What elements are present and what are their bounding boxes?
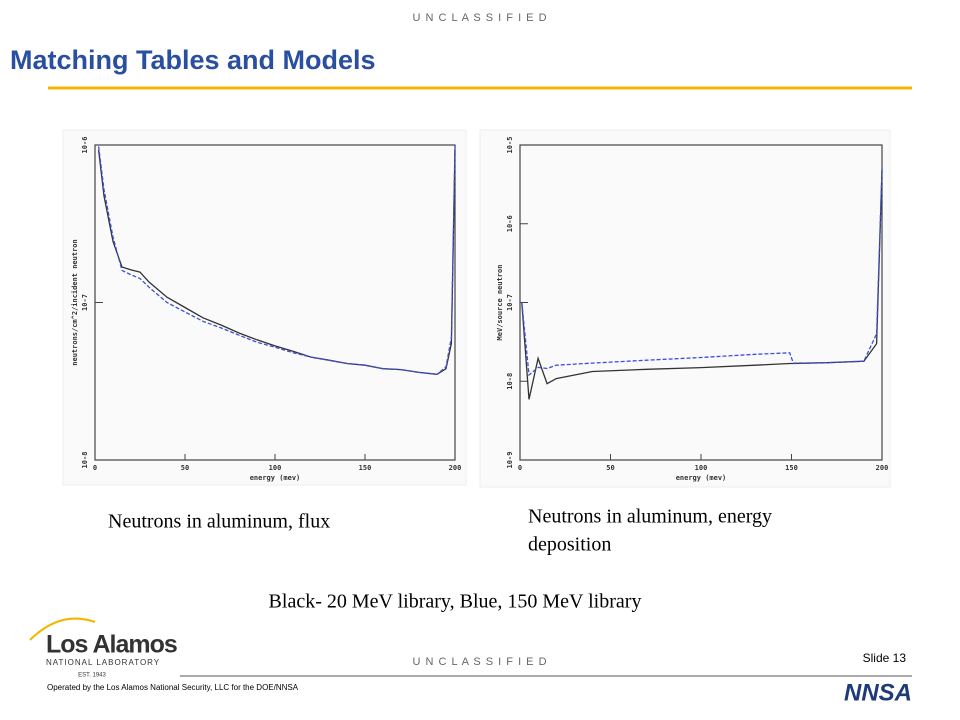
logo-name: Los Alamos — [46, 631, 177, 659]
caption: Neutrons in aluminum, energy — [528, 506, 772, 528]
caption: Neutrons in aluminum, flux — [108, 511, 330, 533]
slide-title: Matching Tables and Models — [10, 45, 376, 75]
y-axis-label: neutrons/cm^2/incident neutron — [71, 239, 79, 365]
y-tick-label: 10-9 — [506, 452, 514, 469]
series-line — [97, 144, 456, 375]
y-tick-label: 10-5 — [506, 137, 514, 154]
series-line — [521, 170, 883, 400]
x-tick-label: 100 — [269, 464, 282, 472]
series-line — [521, 168, 883, 377]
x-tick-label: 50 — [181, 464, 189, 472]
x-tick-label: 200 — [876, 464, 889, 472]
logo-swoosh — [29, 617, 96, 641]
x-axis-label: energy (mev) — [250, 474, 301, 482]
x-tick-label: 150 — [785, 464, 798, 472]
plot-image — [479, 129, 891, 488]
y-tick-label: 10-8 — [81, 452, 89, 469]
classification: U N C L A S S I F I E D — [412, 656, 547, 668]
series-line — [97, 149, 456, 375]
caption: deposition — [528, 534, 611, 556]
x-tick-label: 50 — [606, 464, 614, 472]
x-tick-label: 150 — [359, 464, 372, 472]
y-tick-label: 10-6 — [81, 137, 89, 154]
x-tick-label: 0 — [518, 464, 522, 472]
y-tick-label: 10-7 — [506, 294, 514, 311]
x-tick-label: 200 — [449, 464, 462, 472]
x-axis-label: energy (mev) — [676, 474, 727, 482]
operator: Operated by the Los Alamos National Secu… — [47, 683, 299, 692]
y-tick-label: 10-8 — [506, 373, 514, 390]
legend-note: Black- 20 MeV library, Blue, 150 MeV lib… — [269, 591, 642, 613]
classification: U N C L A S S I F I E D — [412, 12, 547, 24]
agency-logo: NNSA — [844, 679, 912, 706]
y-tick-label: 10-6 — [506, 215, 514, 232]
logo-sub: NATIONAL LABORATORY — [46, 658, 160, 667]
x-tick-label: 100 — [695, 464, 708, 472]
y-axis-label: MeV/source neutron — [496, 265, 504, 341]
y-tick-label: 10-7 — [81, 294, 89, 311]
plot-image — [62, 129, 467, 486]
slide-number: Slide 13 — [863, 651, 907, 665]
logo-est: EST. 1943 — [78, 673, 106, 679]
x-tick-label: 0 — [93, 464, 97, 472]
